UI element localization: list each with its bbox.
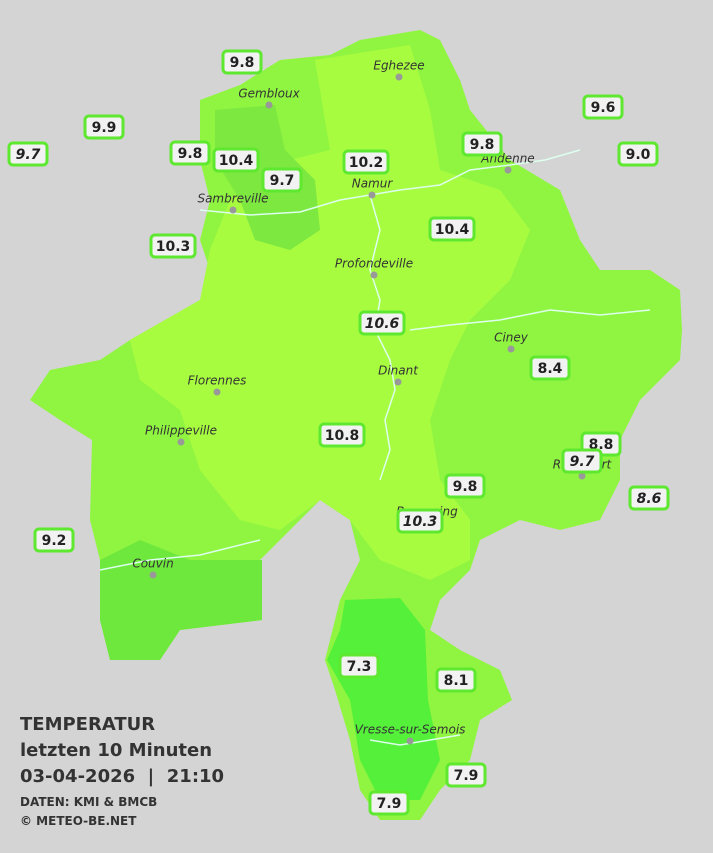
station-value: 10.4: [219, 153, 254, 169]
town-label: Profondeville: [335, 257, 413, 271]
station-value: 9.7: [16, 147, 41, 163]
cold-zone: [327, 598, 440, 800]
datetime: 03-04-2026 | 21:10: [20, 766, 224, 787]
town-label: Namur: [352, 177, 394, 191]
subtitle: letzten 10 Minuten: [20, 740, 212, 761]
station-box: [83, 114, 125, 140]
station-box: [338, 653, 380, 679]
station-value: 8.1: [444, 673, 469, 689]
station-box: [261, 167, 303, 193]
station-box: [358, 310, 406, 336]
copyright: © METEO-BE.NET: [20, 814, 137, 828]
station-value: 10.3: [156, 239, 191, 255]
station-value: 9.7: [270, 173, 295, 189]
town-dot: [395, 73, 403, 81]
station-box: [444, 473, 486, 499]
title: TEMPERATUR: [20, 714, 155, 735]
station-value: 10.8: [325, 428, 360, 444]
town-dot: [504, 166, 512, 174]
station-value: 7.3: [347, 659, 372, 675]
warm-zone: [130, 45, 530, 580]
town-label: Vresse-sur-Semois: [355, 723, 466, 737]
town-dot: [368, 191, 376, 199]
station-value: 10.2: [349, 155, 384, 171]
station-value: 9.7: [570, 454, 595, 470]
station-box: [628, 485, 670, 511]
town-label: Couvin: [132, 557, 173, 571]
station-box: [461, 131, 503, 157]
station-value: 9.8: [453, 479, 478, 495]
town-label: Sambreville: [197, 192, 268, 206]
town-label: Florennes: [188, 374, 247, 388]
station-value: 9.8: [470, 137, 495, 153]
town-dot: [394, 378, 402, 386]
station-box: [428, 216, 476, 242]
town-dot: [406, 737, 414, 745]
station-box: [221, 49, 263, 75]
station-value: 9.0: [626, 147, 651, 163]
town-label: Eghezee: [373, 59, 424, 73]
town-dot: [229, 206, 237, 214]
station-box: [396, 508, 444, 534]
station-value: 8.6: [637, 491, 662, 507]
river: [409, 309, 651, 331]
town-dot: [177, 438, 185, 446]
station-value: 10.3: [403, 514, 438, 530]
station-value: 7.9: [377, 796, 402, 812]
town-dot: [213, 388, 221, 396]
station-value: 7.9: [454, 768, 479, 784]
town-label: Dinant: [378, 364, 419, 378]
town-label: Ciney: [494, 331, 529, 345]
station-value: 8.4: [538, 361, 563, 377]
station-value: 10.4: [435, 222, 470, 238]
station-box: [561, 448, 603, 474]
station-box: [212, 147, 260, 173]
station-value: 9.2: [42, 533, 67, 549]
station-value: 9.6: [591, 100, 616, 116]
station-value: 10.6: [365, 316, 400, 332]
town-label: Philippeville: [145, 424, 217, 438]
river: [99, 539, 261, 571]
river: [199, 149, 581, 216]
station-box: [435, 667, 477, 693]
town-dot: [149, 571, 157, 579]
station-box: [342, 149, 390, 175]
station-value: 9.9: [92, 120, 117, 136]
river: [369, 194, 396, 481]
station-box: [582, 94, 624, 120]
station-box: [318, 422, 366, 448]
station-box: [33, 527, 75, 553]
town-dot: [265, 101, 273, 109]
station-value: 9.8: [178, 146, 203, 162]
town-dot: [578, 472, 586, 480]
source: DATEN: KMI & BMCB: [20, 795, 157, 809]
station-box: [169, 140, 211, 166]
cool-zone-south: [100, 540, 262, 660]
station-box: [617, 141, 659, 167]
station-box: [368, 790, 410, 816]
town-label: Gembloux: [238, 87, 300, 101]
station-value: 9.8: [230, 55, 255, 71]
info-block: TEMPERATUR letzten 10 Minuten 03-04-2026…: [20, 714, 224, 828]
river: [369, 734, 461, 746]
town-dot: [370, 271, 378, 279]
town-dot: [507, 345, 515, 353]
station-box: [445, 762, 487, 788]
station-box: [7, 141, 49, 167]
station-box: [529, 355, 571, 381]
station-box: [149, 233, 197, 259]
